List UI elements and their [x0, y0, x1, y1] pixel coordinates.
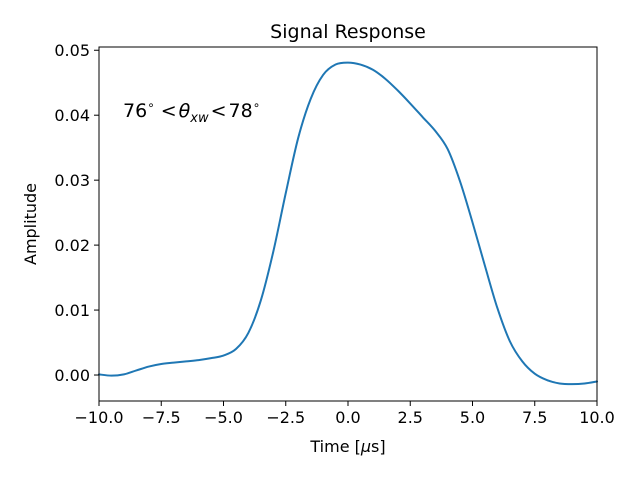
angle-range-annotation: 76∘ < θxw <78∘ [123, 98, 260, 126]
y-axis-label: Amplitude [21, 183, 40, 265]
y-tick-label: 0.01 [54, 301, 90, 320]
chart-title: Signal Response [270, 21, 426, 43]
x-tick-label: 7.5 [522, 408, 547, 427]
y-tick-label: 0.03 [54, 171, 90, 190]
x-tick-label: 0.0 [335, 408, 360, 427]
annotation-left-value: 76 [123, 100, 147, 122]
x-axis-label-mu: μ [360, 437, 371, 456]
annotation-lt-2: < [211, 100, 227, 122]
annotation-deg-1: ∘ [147, 98, 155, 112]
y-tick-label: 0.05 [54, 41, 90, 60]
x-axis-label-post: s] [371, 437, 386, 456]
x-tick-label: −2.5 [266, 408, 305, 427]
annotation-subscript: xw [189, 111, 209, 126]
plot-area [98, 61, 598, 386]
x-tick-label: 10.0 [579, 408, 615, 427]
axis-ticks: −10.0 −7.5 −5.0 −2.5 0.0 2.5 5.0 7.5 10.0 0.00 0.0… [54, 41, 614, 427]
y-tick-label: 0.02 [54, 236, 90, 255]
axes-frame [98, 46, 598, 402]
signal-series-line [98, 61, 598, 386]
y-tick-label: 0.04 [54, 106, 90, 125]
x-tick-label: −5.0 [204, 408, 243, 427]
x-axis-label-pre: Time [ [309, 437, 360, 456]
annotation-theta: θ [179, 100, 191, 122]
x-tick-label: 5.0 [460, 408, 485, 427]
x-tick-label: 2.5 [398, 408, 423, 427]
x-tick-label: −10.0 [74, 408, 123, 427]
y-tick-label: 0.00 [54, 366, 90, 385]
annotation-deg-2: ∘ [253, 98, 261, 112]
x-axis-label: Time [μs] [309, 437, 385, 456]
x-tick-label: −7.5 [142, 408, 181, 427]
annotation-lt-1: < [161, 100, 177, 122]
annotation-right-value: 78 [229, 100, 253, 122]
